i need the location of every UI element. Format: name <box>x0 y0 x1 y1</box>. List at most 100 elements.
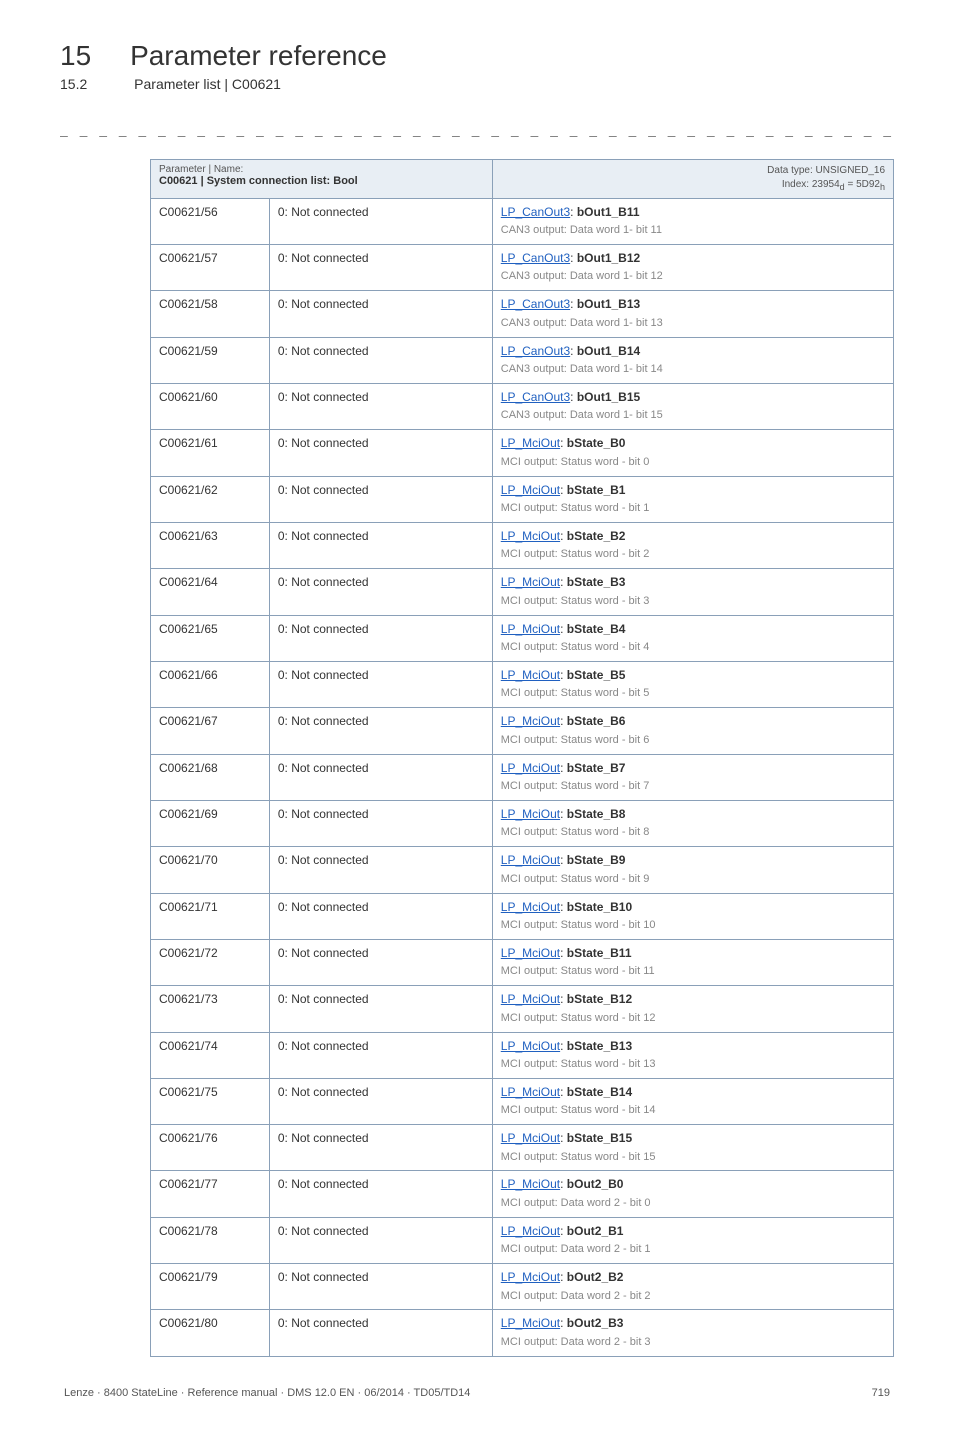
cell-param-id: C00621/73 <box>151 986 270 1032</box>
cell-value: 0: Not connected <box>269 1171 492 1217</box>
param-link[interactable]: LP_MciOut <box>501 761 560 775</box>
param-link[interactable]: LP_MciOut <box>501 1270 560 1284</box>
param-link[interactable]: LP_MciOut <box>501 1224 560 1238</box>
cell-param-id: C00621/77 <box>151 1171 270 1217</box>
cell-value: 0: Not connected <box>269 291 492 337</box>
param-link[interactable]: LP_MciOut <box>501 1085 560 1099</box>
cell-param-id: C00621/58 <box>151 291 270 337</box>
param-link[interactable]: LP_MciOut <box>501 622 560 636</box>
table-row: C00621/770: Not connectedLP_MciOut: bOut… <box>151 1171 894 1217</box>
cell-description: LP_CanOut3: bOut1_B11CAN3 output: Data w… <box>492 198 893 244</box>
chapter-title: Parameter reference <box>130 40 387 71</box>
table-row: C00621/560: Not connectedLP_CanOut3: bOu… <box>151 198 894 244</box>
param-link[interactable]: LP_MciOut <box>501 853 560 867</box>
cell-description: LP_MciOut: bOut2_B3MCI output: Data word… <box>492 1310 893 1356</box>
cell-description: LP_CanOut3: bOut1_B12CAN3 output: Data w… <box>492 244 893 290</box>
cell-value: 0: Not connected <box>269 522 492 568</box>
table-row: C00621/580: Not connectedLP_CanOut3: bOu… <box>151 291 894 337</box>
param-signal: bOut2_B3 <box>567 1316 624 1330</box>
param-link[interactable]: LP_MciOut <box>501 1177 560 1191</box>
param-link[interactable]: LP_MciOut <box>501 1039 560 1053</box>
table-row: C00621/700: Not connectedLP_MciOut: bSta… <box>151 847 894 893</box>
cell-value: 0: Not connected <box>269 476 492 522</box>
param-link[interactable]: LP_MciOut <box>501 575 560 589</box>
param-desc: MCI output: Status word - bit 9 <box>501 873 650 885</box>
param-desc: MCI output: Status word - bit 7 <box>501 780 650 792</box>
param-link[interactable]: LP_CanOut3 <box>501 205 570 219</box>
param-link[interactable]: LP_CanOut3 <box>501 251 570 265</box>
param-desc: MCI output: Status word - bit 13 <box>501 1058 656 1070</box>
param-desc: MCI output: Status word - bit 2 <box>501 548 650 560</box>
table-row: C00621/680: Not connectedLP_MciOut: bSta… <box>151 754 894 800</box>
param-link[interactable]: LP_MciOut <box>501 529 560 543</box>
param-desc: CAN3 output: Data word 1- bit 12 <box>501 270 663 282</box>
cell-param-id: C00621/78 <box>151 1217 270 1263</box>
cell-value: 0: Not connected <box>269 244 492 290</box>
table-row: C00621/640: Not connectedLP_MciOut: bSta… <box>151 569 894 615</box>
section-number: 15.2 <box>60 76 87 92</box>
section-heading: 15.2 Parameter list | C00621 <box>60 76 894 94</box>
param-signal: bState_B10 <box>567 900 632 914</box>
cell-param-id: C00621/69 <box>151 800 270 846</box>
param-signal: bState_B13 <box>567 1039 632 1053</box>
cell-param-id: C00621/62 <box>151 476 270 522</box>
table-row: C00621/800: Not connectedLP_MciOut: bOut… <box>151 1310 894 1356</box>
header-label: Parameter | Name: <box>159 164 243 175</box>
cell-value: 0: Not connected <box>269 986 492 1032</box>
cell-description: LP_CanOut3: bOut1_B14CAN3 output: Data w… <box>492 337 893 383</box>
cell-param-id: C00621/65 <box>151 615 270 661</box>
cell-param-id: C00621/64 <box>151 569 270 615</box>
cell-description: LP_MciOut: bState_B6MCI output: Status w… <box>492 708 893 754</box>
param-link[interactable]: LP_MciOut <box>501 714 560 728</box>
table-row: C00621/620: Not connectedLP_MciOut: bSta… <box>151 476 894 522</box>
cell-description: LP_MciOut: bState_B4MCI output: Status w… <box>492 615 893 661</box>
cell-param-id: C00621/80 <box>151 1310 270 1356</box>
param-signal: bState_B9 <box>567 853 626 867</box>
param-desc: MCI output: Status word - bit 0 <box>501 456 650 468</box>
param-link[interactable]: LP_MciOut <box>501 1131 560 1145</box>
param-link[interactable]: LP_MciOut <box>501 946 560 960</box>
param-link[interactable]: LP_MciOut <box>501 668 560 682</box>
param-link[interactable]: LP_MciOut <box>501 992 560 1006</box>
table-row: C00621/760: Not connectedLP_MciOut: bSta… <box>151 1125 894 1171</box>
cell-value: 0: Not connected <box>269 1032 492 1078</box>
cell-value: 0: Not connected <box>269 1310 492 1356</box>
param-desc: MCI output: Status word - bit 11 <box>501 965 655 977</box>
cell-value: 0: Not connected <box>269 1125 492 1171</box>
param-signal: bState_B14 <box>567 1085 632 1099</box>
param-link[interactable]: LP_CanOut3 <box>501 297 570 311</box>
param-signal: bState_B0 <box>567 436 626 450</box>
table-row: C00621/740: Not connectedLP_MciOut: bSta… <box>151 1032 894 1078</box>
divider-dashes: _ _ _ _ _ _ _ _ _ _ _ _ _ _ _ _ _ _ _ _ … <box>60 124 894 139</box>
header-datatype: Data type: UNSIGNED_16 <box>767 165 885 176</box>
param-desc: MCI output: Data word 2 - bit 1 <box>501 1243 651 1255</box>
cell-param-id: C00621/60 <box>151 383 270 429</box>
param-link[interactable]: LP_CanOut3 <box>501 344 570 358</box>
table-header-right: Data type: UNSIGNED_16 Index: 23954d = 5… <box>492 160 893 199</box>
cell-description: LP_MciOut: bOut2_B1MCI output: Data word… <box>492 1217 893 1263</box>
section-title: Parameter list | C00621 <box>134 76 281 92</box>
param-signal: bOut1_B15 <box>577 390 640 404</box>
param-signal: bOut2_B1 <box>567 1224 624 1238</box>
param-desc: MCI output: Status word - bit 6 <box>501 734 650 746</box>
param-link[interactable]: LP_MciOut <box>501 436 560 450</box>
cell-param-id: C00621/59 <box>151 337 270 383</box>
cell-description: LP_MciOut: bState_B5MCI output: Status w… <box>492 661 893 707</box>
param-desc: MCI output: Status word - bit 3 <box>501 595 650 607</box>
cell-param-id: C00621/67 <box>151 708 270 754</box>
cell-value: 0: Not connected <box>269 383 492 429</box>
param-desc: MCI output: Status word - bit 12 <box>501 1012 656 1024</box>
cell-description: LP_MciOut: bState_B3MCI output: Status w… <box>492 569 893 615</box>
cell-value: 0: Not connected <box>269 893 492 939</box>
table-row: C00621/710: Not connectedLP_MciOut: bSta… <box>151 893 894 939</box>
param-desc: MCI output: Data word 2 - bit 2 <box>501 1290 651 1302</box>
param-link[interactable]: LP_CanOut3 <box>501 390 570 404</box>
param-link[interactable]: LP_MciOut <box>501 1316 560 1330</box>
parameter-table: Parameter | Name: C00621 | System connec… <box>150 159 894 1357</box>
param-link[interactable]: LP_MciOut <box>501 900 560 914</box>
table-row: C00621/750: Not connectedLP_MciOut: bSta… <box>151 1078 894 1124</box>
param-link[interactable]: LP_MciOut <box>501 483 560 497</box>
param-link[interactable]: LP_MciOut <box>501 807 560 821</box>
cell-value: 0: Not connected <box>269 337 492 383</box>
cell-value: 0: Not connected <box>269 708 492 754</box>
